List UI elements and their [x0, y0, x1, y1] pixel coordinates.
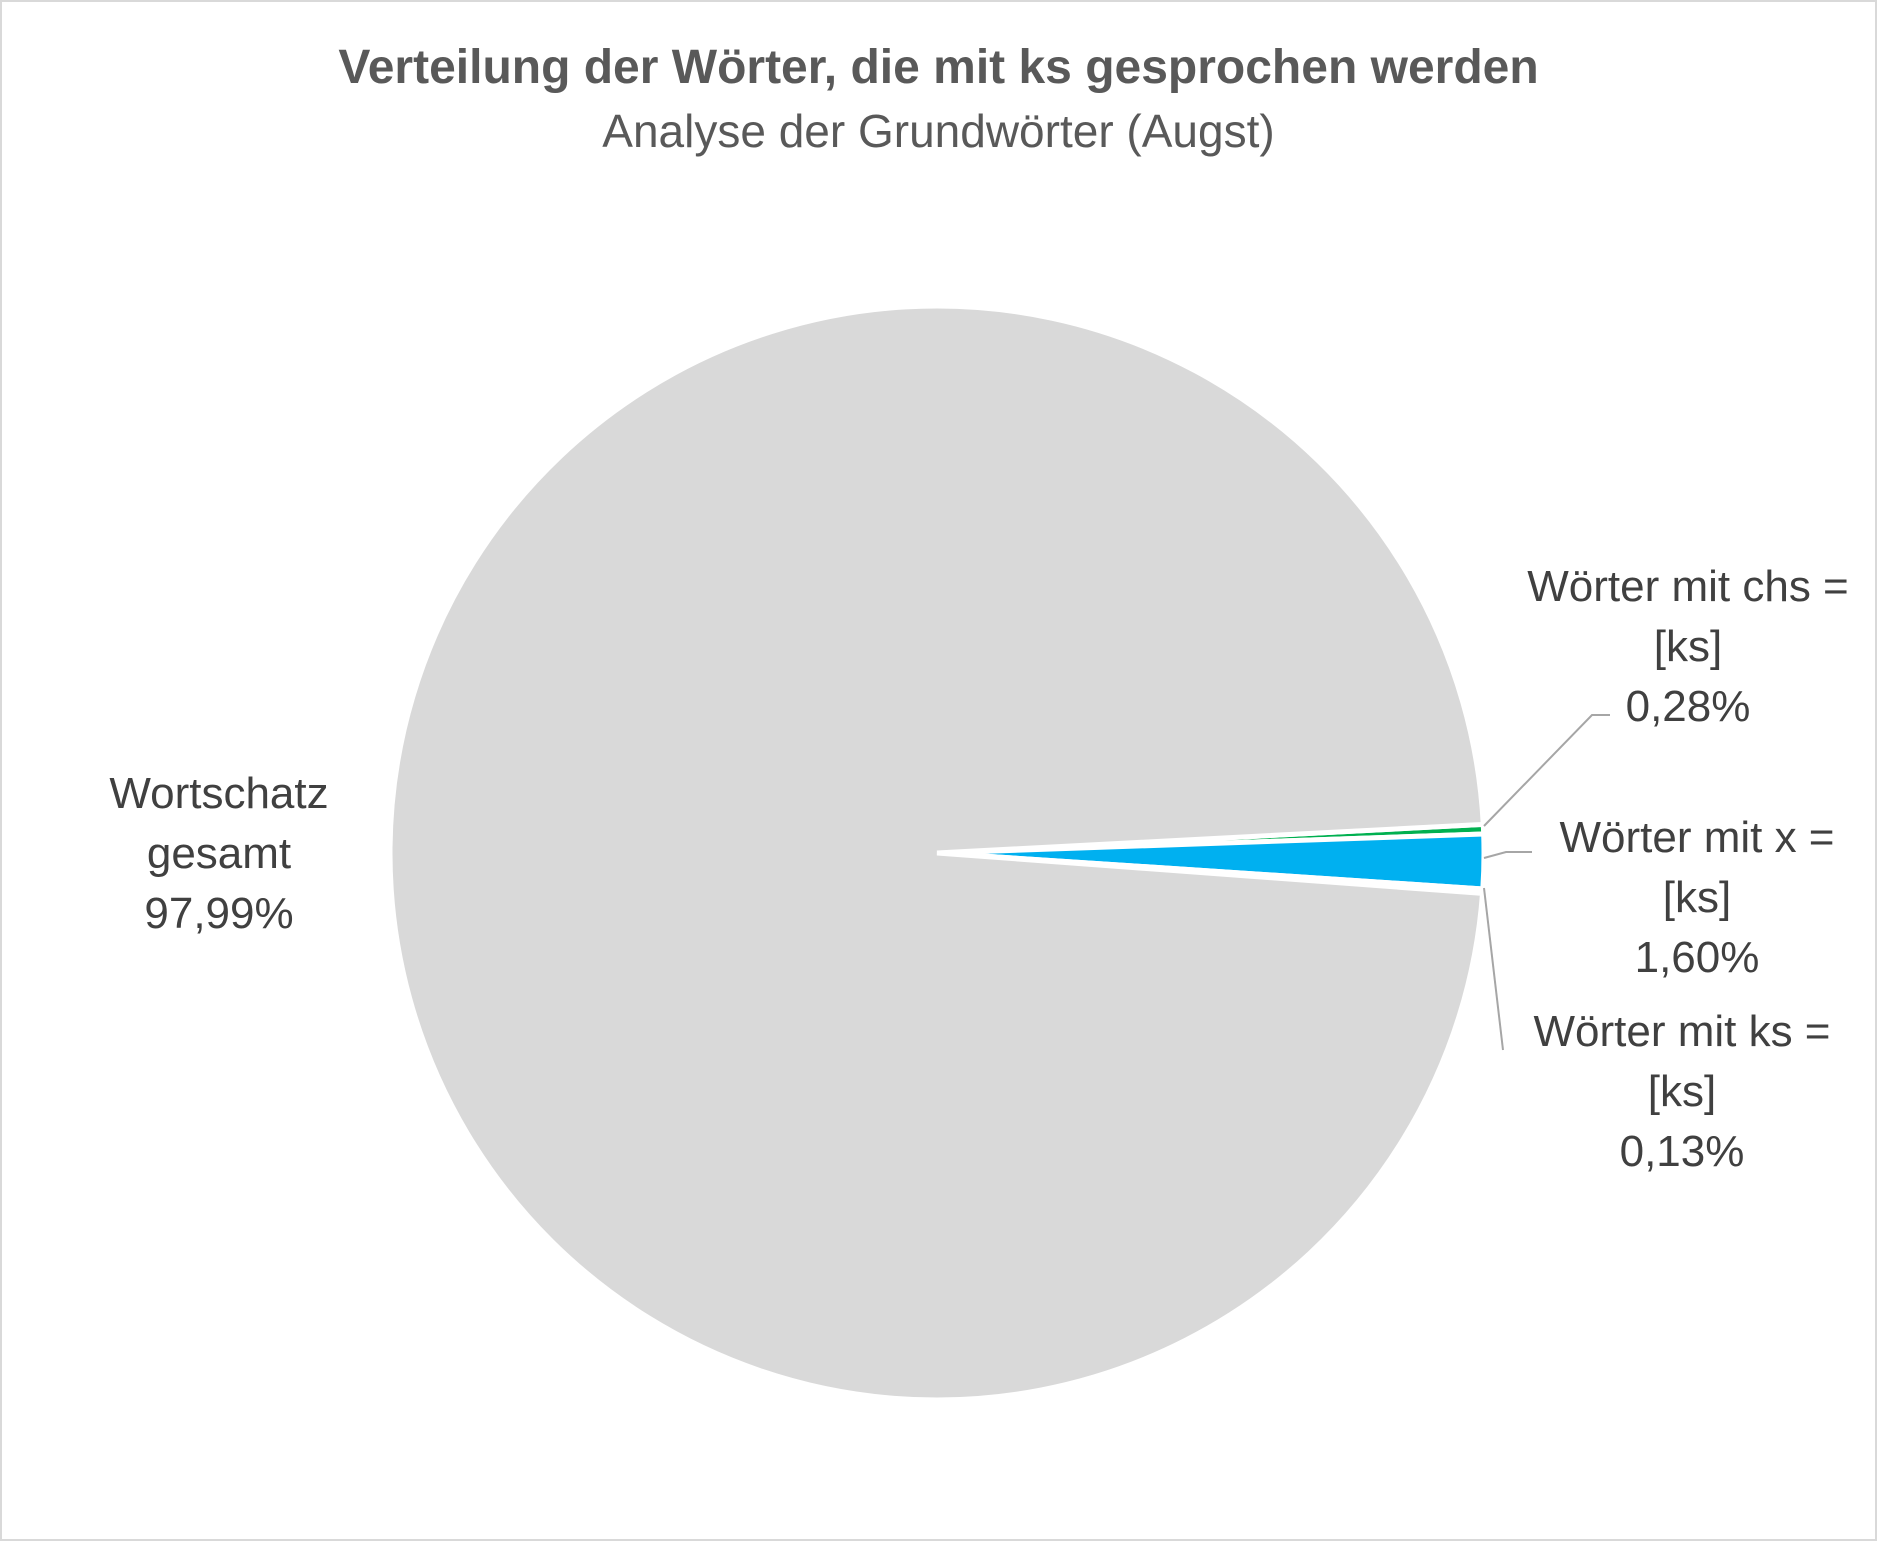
leader-line [1483, 887, 1504, 1051]
value-label: 97,99% [144, 889, 294, 938]
data-label: Wörter mit ks = [ks] 0,13% [1502, 1002, 1862, 1182]
category-label: Wörter mit x = [ks] [1559, 813, 1835, 922]
data-label: Wörter mit chs = [ks] 0,28% [1518, 557, 1858, 737]
category-label: Wörter mit chs = [ks] [1527, 562, 1849, 671]
chart-subtitle: Analyse der Grundwörter (Augst) [602, 105, 1275, 157]
value-label: 1,60% [1634, 933, 1760, 982]
data-label: Wortschatz gesamt 97,99% [84, 764, 354, 944]
data-label: Wörter mit x = [ks] 1,60% [1527, 808, 1867, 988]
value-label: 0,28% [1625, 682, 1751, 731]
leader-line [1483, 851, 1532, 859]
pie [387, 303, 1487, 1403]
chart-title: Verteilung der Wörter, die mit ks gespro… [338, 41, 1539, 94]
leader-line [1483, 714, 1610, 827]
category-label: Wortschatz gesamt [109, 769, 329, 878]
category-label: Wörter mit ks = [ks] [1533, 1007, 1831, 1116]
pie-slice [387, 303, 1486, 1403]
value-label: 0,13% [1619, 1127, 1745, 1176]
